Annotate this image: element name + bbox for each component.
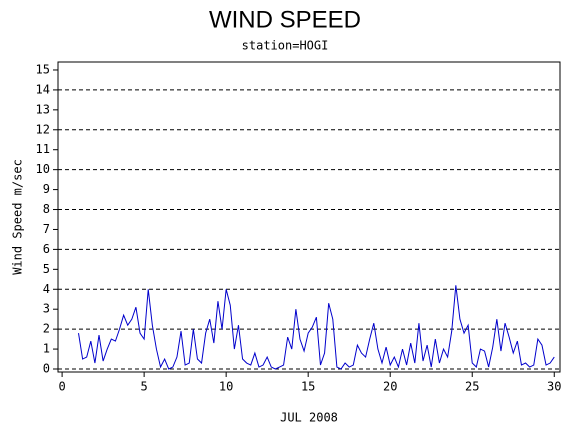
y-tick-label: 4 — [43, 282, 50, 296]
x-tick-label: 25 — [465, 380, 479, 394]
y-tick-label: 8 — [43, 202, 50, 216]
x-axis-label: JUL 2008 — [280, 411, 338, 425]
plot-frame — [57, 61, 561, 373]
x-tick-label: 20 — [383, 380, 397, 394]
chart-title: WIND SPEED — [209, 6, 361, 33]
y-tick-label: 2 — [43, 322, 50, 336]
y-tick-label: 3 — [43, 302, 50, 316]
y-tick-label: 6 — [43, 242, 50, 256]
y-tick-label: 11 — [36, 142, 50, 156]
data-line — [78, 285, 555, 370]
x-tick-label: 30 — [547, 380, 561, 394]
y-tick-label: 14 — [36, 82, 50, 96]
y-tick-label: 15 — [36, 62, 50, 76]
y-tick-label: 12 — [36, 122, 50, 136]
y-tick-label: 5 — [43, 262, 50, 276]
y-tick-label: 1 — [43, 342, 50, 356]
x-tick-label: 10 — [219, 380, 233, 394]
y-tick-label: 13 — [36, 102, 50, 116]
x-tick-label: 5 — [141, 380, 148, 394]
y-tick-label: 9 — [43, 182, 50, 196]
y-tick-label: 0 — [43, 362, 50, 376]
y-axis-label: Wind Speed m/sec — [11, 159, 25, 275]
y-tick-label: 7 — [43, 222, 50, 236]
x-tick-label: 15 — [301, 380, 315, 394]
chart-subtitle: station=HOGI — [242, 39, 329, 53]
x-tick-label: 0 — [58, 380, 65, 394]
y-tick-label: 10 — [36, 162, 50, 176]
